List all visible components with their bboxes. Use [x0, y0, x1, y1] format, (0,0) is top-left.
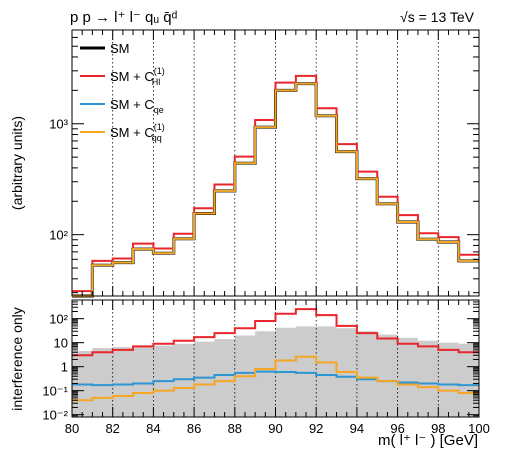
x-tick-label-96: 96: [390, 421, 404, 436]
x-tick-label-98: 98: [431, 421, 445, 436]
legend-label-c1hl: SM + C(1) Hl: [110, 66, 165, 87]
series-sm-c-1-qq: [72, 82, 479, 297]
lower-panel: 80 82 84 86 88 90 92 94 96 98 100 10⁻² 10⁻¹ 1 10 10² in…: [9, 299, 490, 449]
x-tick-label-100: 100: [468, 421, 490, 436]
x-axis-label: m( l⁺ l⁻ ) [GeV]: [378, 432, 478, 449]
upper-ticks: 10² 10³: [49, 29, 480, 296]
y-tick-label: 10³: [49, 117, 68, 132]
legend-label-c1qq: SM + C(1) qq: [110, 122, 165, 143]
upper-y-axis-label: (arbitrary units): [9, 116, 25, 210]
legend-label-sm: SM: [110, 41, 130, 56]
x-tick-label-90: 90: [268, 421, 282, 436]
x-tick-label-86: 86: [187, 421, 201, 436]
x-tick-label-88: 88: [228, 421, 242, 436]
upper-series: [72, 74, 479, 298]
lower-y-axis-label: interference only: [9, 307, 25, 411]
legend: SM SM + C(1) Hl SM + Cqe SM + C(1) qq: [80, 41, 165, 143]
energy-label: √s = 13 TeV: [400, 9, 475, 25]
series-sm-c-1-qq: [72, 355, 479, 402]
process-label: p p → l⁺ l⁻ qᵤ q̄ᵈ: [70, 9, 178, 26]
upper-panel: 10² 10³ (arbitrary units): [9, 29, 480, 298]
y-tick-label: 10⁻¹: [42, 384, 68, 399]
legend-label-cqe: SM + Cqe: [110, 97, 164, 115]
lower-series: [72, 308, 479, 402]
x-tick-label-80: 80: [65, 421, 79, 436]
series-sm-cqe: [72, 370, 479, 387]
x-tick-label-84: 84: [146, 421, 160, 436]
y-tick-label: 10⁻²: [42, 408, 68, 423]
x-tick-label-94: 94: [350, 421, 364, 436]
y-tick-label: 10²: [49, 312, 68, 327]
x-tick-label-92: 92: [309, 421, 323, 436]
series-sm-c-1-hl: [72, 308, 479, 357]
y-tick-label: 1: [61, 360, 68, 375]
lower-ticks: 80 82 84 86 88 90 92 94 96 98 100 10⁻² 10⁻¹ 1 10 10²: [42, 299, 490, 436]
x-tick-label-82: 82: [105, 421, 119, 436]
y-tick-label: 10²: [49, 228, 68, 243]
y-tick-label: 10: [54, 336, 68, 351]
